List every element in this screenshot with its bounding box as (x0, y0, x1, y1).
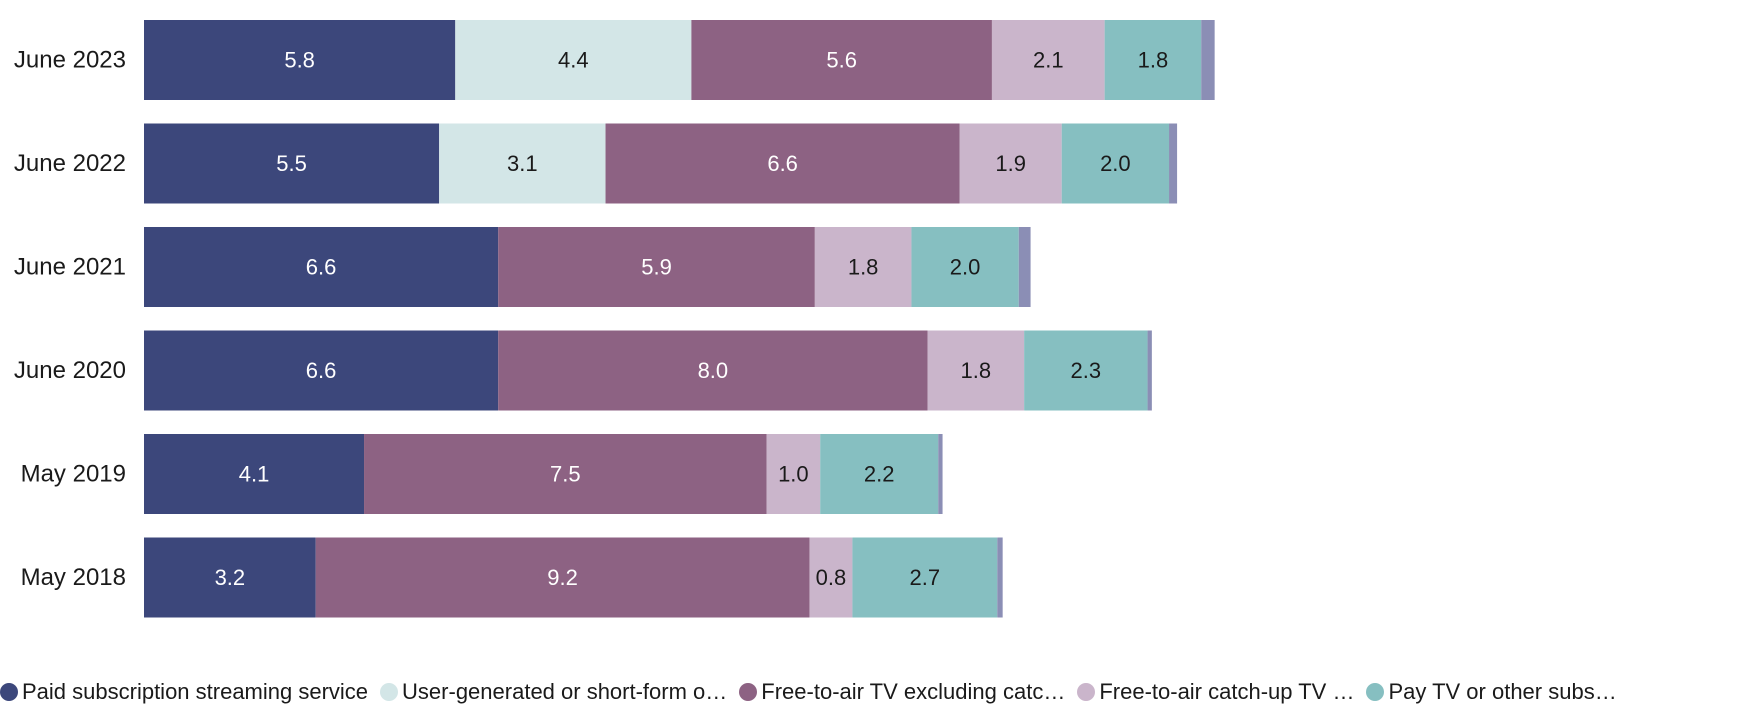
legend-item[interactable]: Free-to-air TV excluding catc… (739, 679, 1065, 705)
legend-item[interactable]: Free-to-air catch-up TV … (1077, 679, 1354, 705)
bar-segment (144, 123, 440, 204)
data-label: 6.6 (306, 255, 337, 280)
data-label: 5.9 (641, 255, 672, 280)
category-label: June 2020 (14, 357, 126, 384)
bar-segment (498, 227, 815, 307)
bar-segment (1024, 330, 1148, 411)
bar-segment (315, 537, 810, 618)
bar-segment (144, 20, 456, 100)
bar-segment (809, 537, 853, 618)
bar-segment (991, 20, 1105, 100)
data-label: 2.1 (1033, 48, 1064, 73)
data-label: 4.4 (558, 48, 589, 73)
legend-label: Paid subscription streaming service (22, 679, 369, 704)
bar-segment (144, 330, 499, 411)
chart-legend: Paid subscription streaming service User-… (0, 672, 1753, 712)
data-label: 2.2 (864, 462, 895, 487)
data-label: 6.6 (306, 358, 337, 383)
bar-segment (959, 123, 1062, 204)
data-label: 7.5 (550, 462, 581, 487)
category-label: May 2018 (21, 564, 126, 591)
data-label: 5.5 (276, 151, 307, 176)
bar-segment (766, 434, 821, 514)
data-label: 2.0 (950, 255, 981, 280)
bar-segment (911, 227, 1019, 307)
category-label: June 2022 (14, 150, 126, 177)
bar-segment (927, 330, 1025, 411)
data-label: 3.2 (215, 565, 246, 590)
bar-segment (439, 123, 606, 204)
legend-marker (1077, 683, 1096, 701)
data-label: 1.8 (848, 255, 879, 280)
legend-label: Free-to-air catch-up TV … (1099, 679, 1355, 704)
bar-segment (1061, 123, 1170, 204)
data-label: 3.1 (507, 151, 538, 176)
data-label: 5.6 (826, 48, 857, 73)
data-label: 1.0 (778, 462, 809, 487)
legend-marker (380, 683, 399, 701)
bar-segment (605, 123, 960, 204)
bar-segment (1169, 123, 1178, 204)
bar-segment (1147, 330, 1152, 411)
legend-item[interactable]: Paid subscription streaming service (0, 679, 368, 705)
bar-segment (997, 537, 1003, 618)
category-label: May 2019 (21, 461, 126, 488)
bar-segment (144, 537, 316, 618)
legend-marker (739, 683, 758, 701)
data-label: 4.1 (239, 462, 270, 487)
bar-segment (814, 227, 912, 307)
bar-segment (498, 330, 928, 411)
data-label: 9.2 (547, 565, 578, 590)
data-label: 1.9 (995, 151, 1026, 176)
bar-segment (1201, 20, 1215, 100)
bar-segment (455, 20, 692, 100)
data-label: 2.7 (910, 565, 941, 590)
bar-segment (364, 434, 767, 514)
legend-label: Pay TV or other subs… (1388, 679, 1617, 704)
legend-item[interactable]: Pay TV or other subs… (1366, 679, 1617, 705)
bar-segment (691, 20, 992, 100)
data-label: 6.6 (767, 151, 798, 176)
bar-segment (820, 434, 939, 514)
category-label: June 2023 (14, 47, 126, 74)
data-label: 8.0 (698, 358, 729, 383)
bar-segment (938, 434, 943, 514)
data-label: 1.8 (961, 358, 992, 383)
bar-segment (852, 537, 998, 618)
data-label: 1.8 (1138, 48, 1169, 73)
bar-segment (1018, 227, 1031, 307)
legend-marker (0, 683, 18, 701)
data-label: 5.8 (284, 48, 315, 73)
data-label: 0.8 (816, 565, 847, 590)
legend-item[interactable]: User-generated or short-form o… (380, 679, 727, 705)
stacked-bar-chart: June 2023 5.8 4.4 5.6 2.1 1.8 June 2022 5.5 3.1 6… (14, 20, 1215, 618)
data-label: 2.3 (1071, 358, 1102, 383)
data-label: 2.0 (1100, 151, 1131, 176)
legend-label: Free-to-air TV excluding catc… (761, 679, 1066, 704)
legend-marker (1366, 683, 1385, 701)
bar-segment (144, 434, 365, 514)
legend-label: User-generated or short-form o… (402, 679, 728, 704)
bar-segment (144, 227, 499, 307)
category-label: June 2021 (14, 254, 126, 281)
bar-segment (1104, 20, 1202, 100)
